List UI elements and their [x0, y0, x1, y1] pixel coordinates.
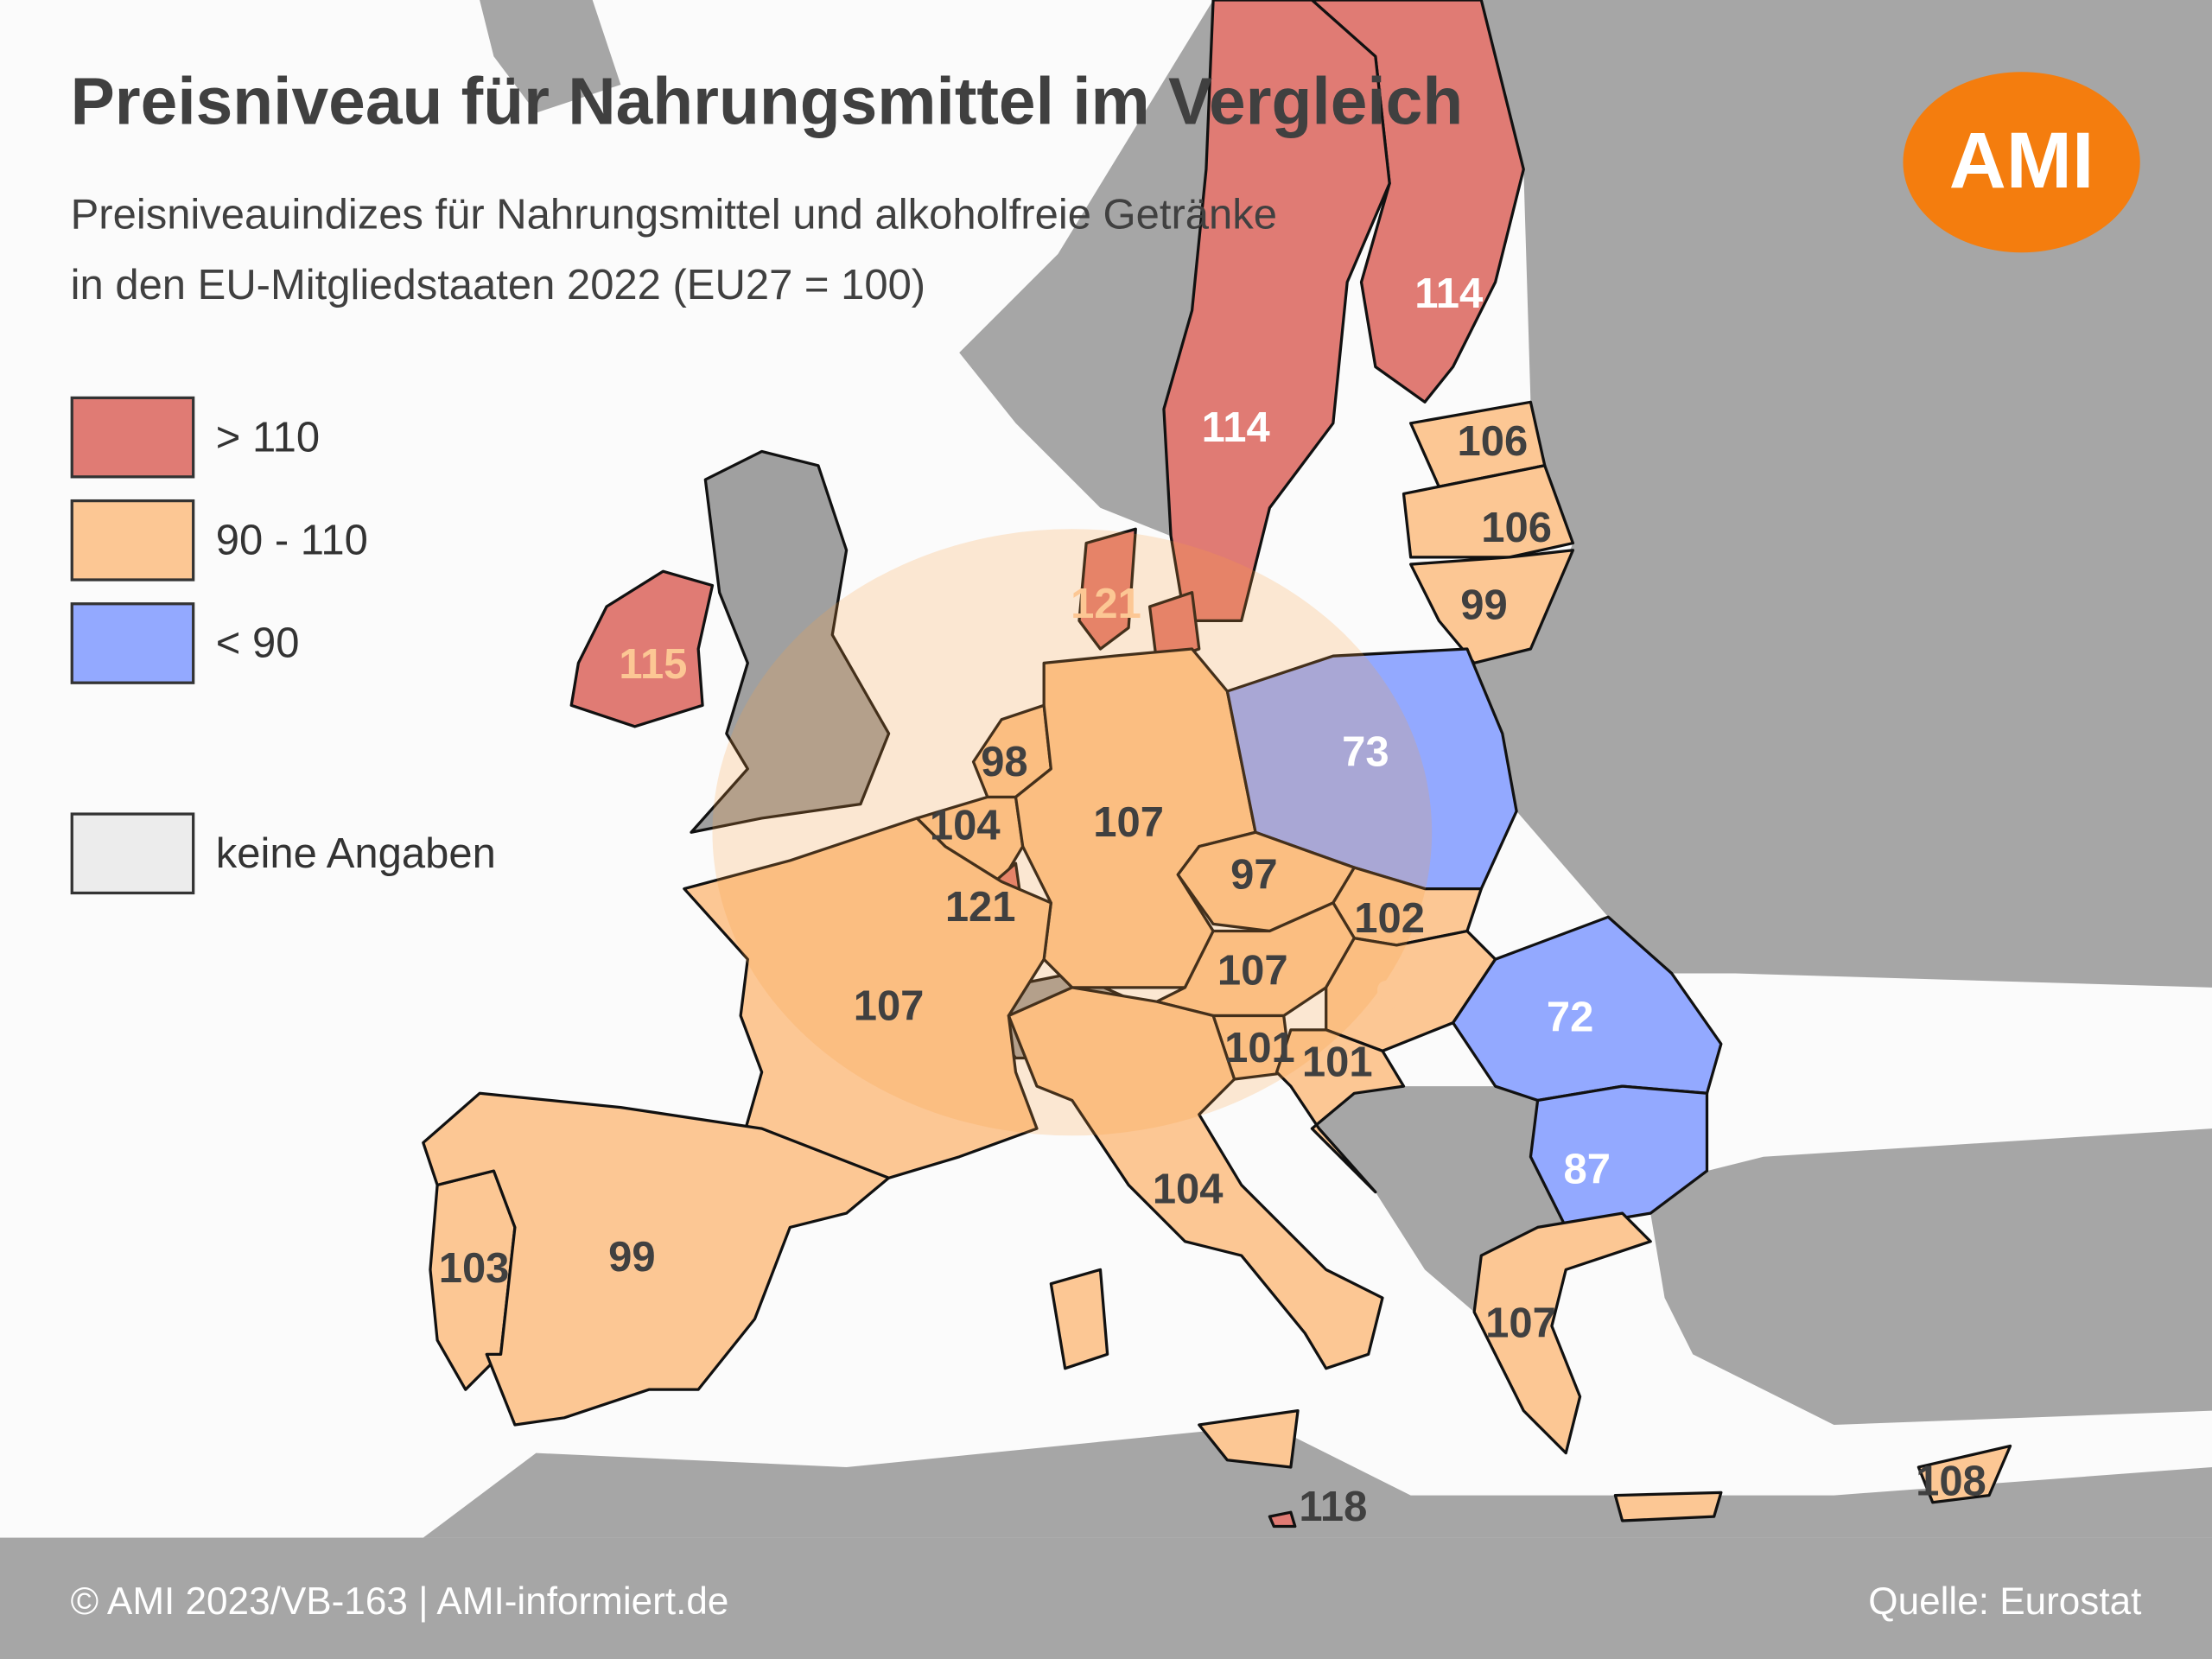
- country-value: 107: [1217, 947, 1288, 994]
- country-value: 102: [1354, 895, 1425, 942]
- country-value: 99: [608, 1234, 655, 1281]
- country: [1274, 1028, 1406, 1194]
- country: [1077, 527, 1137, 651]
- land: [1650, 1128, 2212, 1425]
- country-value: 72: [1547, 994, 1593, 1040]
- country-value: 104: [930, 802, 1001, 849]
- country-value: 118: [1299, 1484, 1367, 1530]
- country-value: 114: [1202, 404, 1270, 451]
- country-value: 73: [1342, 728, 1389, 775]
- country-value: 90: [1376, 973, 1422, 1020]
- country: [683, 817, 1052, 1179]
- country: [569, 569, 715, 728]
- country-value: 106: [1457, 418, 1528, 465]
- country-value: 98: [981, 739, 1027, 785]
- footer-right: Quelle: Eurostat: [1868, 1580, 2141, 1623]
- logo-text: AMI: [1949, 117, 2094, 205]
- country-value: 104: [1153, 1166, 1224, 1213]
- country-value: 107: [1485, 1300, 1556, 1347]
- country: [1529, 1084, 1709, 1230]
- country: [1198, 1409, 1300, 1469]
- uk-no-data: [690, 449, 891, 834]
- country: [1007, 986, 1384, 1370]
- country-value: 87: [1564, 1147, 1611, 1193]
- country-value: 114: [1414, 270, 1483, 317]
- country: [1613, 1491, 1723, 1522]
- country: [1452, 915, 1723, 1103]
- country: [1402, 464, 1575, 559]
- legend-label: > 110: [216, 414, 320, 461]
- country: [1268, 1510, 1297, 1529]
- watermark: [712, 529, 1433, 1136]
- legend: > 110 90 - 110 < 90 keine Angaben: [70, 396, 496, 895]
- country-value: 108: [1916, 1458, 1986, 1504]
- country: [1162, 0, 1391, 622]
- legend-swatch: [70, 812, 195, 895]
- region-labels: 114 114 106 106 99 121 115 98 104 121 107 73 97 102 10…: [439, 270, 1986, 1530]
- country-value: 115: [619, 641, 687, 688]
- country-value: 99: [1460, 582, 1507, 629]
- country-value: 107: [854, 982, 925, 1029]
- land: [1312, 1086, 1567, 1313]
- country-value: 97: [1230, 851, 1277, 898]
- country: [422, 1091, 891, 1427]
- country-value: 106: [1481, 505, 1552, 551]
- footer-left: © AMI 2023/VB-163 | AMI-informiert.de: [71, 1580, 729, 1623]
- country: [1049, 1268, 1109, 1370]
- legend-swatch: [70, 499, 195, 582]
- country: [1155, 901, 1356, 1018]
- country-value: 107: [1093, 799, 1164, 846]
- subtitle: Preisniveauindizes für Nahrungsmittel un…: [71, 191, 1277, 238]
- country: [1472, 1211, 1652, 1455]
- country-value: 121: [945, 884, 1016, 931]
- legend-label: keine Angaben: [216, 830, 496, 877]
- country-value: 101: [1302, 1039, 1373, 1086]
- land: [480, 0, 621, 113]
- footer-bar: [0, 1537, 2212, 1659]
- regions: [422, 0, 2012, 1529]
- legend-swatch: [70, 602, 195, 684]
- land: [423, 1424, 2212, 1538]
- country-value: 101: [1224, 1025, 1295, 1071]
- country-value: 121: [1071, 581, 1141, 627]
- country: [1409, 549, 1575, 664]
- legend-label: 90 - 110: [216, 518, 368, 564]
- legend-swatch: [70, 396, 195, 479]
- legend-label: < 90: [216, 620, 300, 667]
- logo: [1903, 72, 2140, 253]
- land: [959, 0, 1214, 537]
- title: Preisniveau für Nahrungsmittel im Vergle…: [71, 66, 1464, 139]
- subtitle: in den EU-Mitgliedstaaten 2022 (EU27 = 1…: [71, 262, 925, 308]
- country-value: 103: [439, 1245, 510, 1292]
- country: [1916, 1444, 2012, 1504]
- country: [1147, 591, 1201, 664]
